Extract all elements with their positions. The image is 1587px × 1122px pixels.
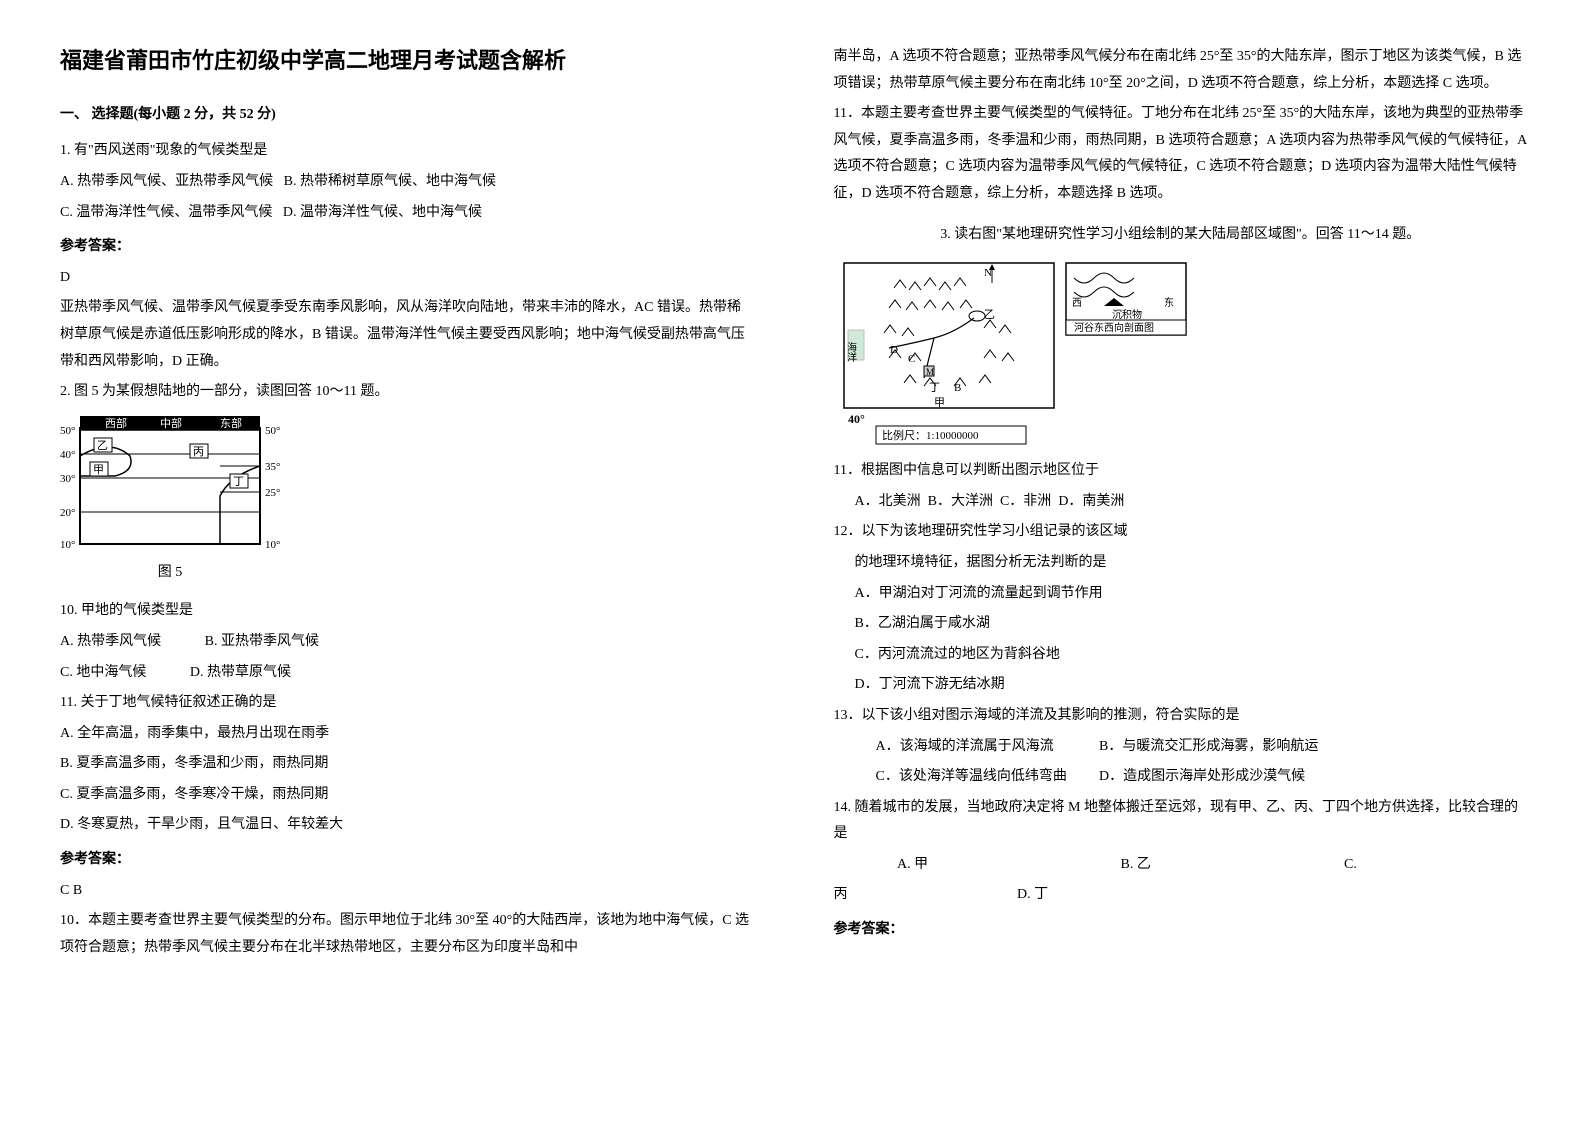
q3-14-c2: 丙 <box>834 882 1014 909</box>
map-yi: 乙 <box>984 308 995 321</box>
q3-11-stem: 11．根据图中信息可以判断出图示地区位于 <box>834 458 1528 485</box>
fig5-lat40-l: 40° <box>60 449 75 461</box>
q1-stem: 1. 有"西风送雨"现象的气候类型是 <box>60 138 754 165</box>
q3-answer-label: 参考答案： <box>834 917 1528 944</box>
q3-13-b: B．与暖流交汇形成海雾，影响航运 <box>1078 734 1318 761</box>
q2-exp10: 10．本题主要考查世界主要气候类型的分布。图示甲地位于北纬 30°至 40°的大… <box>60 908 754 961</box>
fig5-east: 东部 <box>220 416 242 430</box>
q3-stem: 3. 读右图"某地理研究性学习小组绘制的某大陆局部区域图"。回答 11～14 题… <box>834 222 1528 249</box>
q3-11-a: A．北美洲 <box>855 494 921 509</box>
q3-13-ab: A．该海域的洋流属于风海流 B．与暖流交汇形成海雾，影响航运 <box>834 734 1528 761</box>
map-m: M <box>926 367 934 377</box>
map-d: D <box>890 344 898 356</box>
legend-east: 东 <box>1164 296 1174 309</box>
q10-opt-d: D. 热带草原气候 <box>190 660 291 687</box>
q3-11-d: D．南美洲 <box>1058 494 1124 509</box>
q3-13-d: D．造成图示海岸处形成沙漠气候 <box>1078 764 1305 791</box>
map-jia: 甲 <box>934 397 945 409</box>
q3-11-opts: A．北美洲 B．大洋洲 C．非洲 D．南美洲 <box>834 489 1528 516</box>
q10-opts-ab: A. 热带季风气候 B. 亚热带季风气候 <box>60 629 754 656</box>
fig5-lat50-l: 50° <box>60 425 75 437</box>
q1-opt-b: B. 热带稀树草原气候、地中海气候 <box>284 174 496 189</box>
q3-14-d: D. 丁 <box>1017 887 1048 902</box>
q1-answer: D <box>60 265 754 292</box>
q3-11-c: C．非洲 <box>1000 494 1051 509</box>
q1-line-cd: C. 温带海洋性气候、温带季风气候 D. 温带海洋性气候、地中海气候 <box>60 200 754 227</box>
q11-opt-b: B. 夏季高温多雨，冬季温和少雨，雨热同期 <box>60 751 754 778</box>
fig5-lat50-r: 50° <box>265 425 280 437</box>
q11-opt-c: C. 夏季高温多雨，冬季寒冷干燥，雨热同期 <box>60 782 754 809</box>
q3-12-stem2: 的地理环境特征，据图分析无法判断的是 <box>834 550 1528 577</box>
legend-title: 河谷东西向剖面图 <box>1074 321 1154 334</box>
q3-11-b: B．大洋洲 <box>928 494 993 509</box>
q3-12-b: B．乙湖泊属于咸水湖 <box>834 611 1528 638</box>
legend-west: 西 <box>1072 298 1082 309</box>
fig5-lat25-r: 25° <box>265 487 280 499</box>
fig5-ding: 丁 <box>233 476 244 488</box>
section-1-heading: 一、 选择题(每小题 2 分，共 52 分) <box>60 102 754 129</box>
q10-opts-cd: C. 地中海气候 D. 热带草原气候 <box>60 660 754 687</box>
right-column: 南半岛，A 选项不符合题意；亚热带季风气候分布在南北纬 25°至 35°的大陆东… <box>834 40 1528 965</box>
fig5-jia: 甲 <box>93 464 104 476</box>
fig5-lat10-l: 10° <box>60 539 75 551</box>
q10-opt-c: C. 地中海气候 <box>60 660 146 687</box>
q1-line-ab: A. 热带季风气候、亚热带季风气候 B. 热带稀树草原气候、地中海气候 <box>60 169 754 196</box>
fig5-lat30-l: 30° <box>60 473 75 485</box>
q3-14-opts-line2: 丙 D. 丁 <box>834 882 1528 909</box>
fig5-bing: 丙 <box>193 446 204 458</box>
fig5-lat10-r: 10° <box>265 539 280 551</box>
map-c: C <box>908 353 915 365</box>
q1-opt-d: D. 温带海洋性气候、地中海气候 <box>283 205 482 220</box>
fig5-mid: 中部 <box>160 416 182 430</box>
q3-14-stem: 14. 随着城市的发展，当地政府决定将 M 地整体搬迁至远郊，现有甲、乙、丙、丁… <box>834 795 1528 848</box>
q11-stem: 11. 关于丁地气候特征叙述正确的是 <box>60 690 754 717</box>
q3-14-c: C. <box>1344 857 1357 872</box>
q10-stem: 10. 甲地的气候类型是 <box>60 598 754 625</box>
q3-12-a: A．甲湖泊对丁河流的流量起到调节作用 <box>834 581 1528 608</box>
q3-13-stem: 13．以下该小组对图示海域的洋流及其影响的推测，符合实际的是 <box>834 703 1528 730</box>
map-b: B <box>954 382 961 394</box>
map-lat40: 40° <box>848 412 865 426</box>
legend-sediment: 沉积物 <box>1112 308 1142 321</box>
q2-exp10-cont: 南半岛，A 选项不符合题意；亚热带季风气候分布在南北纬 25°至 35°的大陆东… <box>834 44 1528 97</box>
q10-opt-b: B. 亚热带季风气候 <box>205 629 319 656</box>
q3-12-c: C．丙河流流过的地区为背斜谷地 <box>834 642 1528 669</box>
fig5-lat35-r: 35° <box>265 461 280 473</box>
q11-opt-d: D. 冬寒夏热，干旱少雨，且气温日、年较差大 <box>60 812 754 839</box>
q3-14-opts-line1: A. 甲 B. 乙 C. <box>834 852 1528 879</box>
q2-exp11: 11．本题主要考查世界主要气候类型的气候特征。丁地分布在北纬 25°至 35°的… <box>834 101 1528 207</box>
q10-opt-a: A. 热带季风气候 <box>60 629 161 656</box>
q2-answer: C B <box>60 878 754 905</box>
q1-explanation: 亚热带季风气候、温带季风气候夏季受东南季风影响，风从海洋吹向陆地，带来丰沛的降水… <box>60 295 754 375</box>
map-sea-label: 海洋 <box>844 341 856 363</box>
q2-stem: 2. 图 5 为某假想陆地的一部分，读图回答 10～11 题。 <box>60 379 754 406</box>
figure-5-caption: 图 5 <box>60 560 280 587</box>
q2-answer-label: 参考答案： <box>60 847 754 874</box>
q3-12-d: D．丁河流下游无结冰期 <box>834 672 1528 699</box>
figure-5: 西 西部 中部 东部 50° 40° 30° 20° 10° 50° 35° 2… <box>60 416 754 556</box>
fig5-lat20-l: 20° <box>60 507 75 519</box>
map-scale: 比例尺：1:10000000 <box>882 428 979 442</box>
fig5-yi: 乙 <box>97 439 108 452</box>
q1-opt-a: A. 热带季风气候、亚热带季风气候 <box>60 174 273 189</box>
q11-opt-a: A. 全年高温，雨季集中，最热月出现在雨季 <box>60 721 754 748</box>
doc-title: 福建省莆田市竹庄初级中学高二地理月考试题含解析 <box>60 40 754 82</box>
q1-opt-c: C. 温带海洋性气候、温带季风气候 <box>60 205 272 220</box>
q3-14-a: A. 甲 <box>897 852 1117 879</box>
q3-13-a: A．该海域的洋流属于风海流 <box>855 734 1075 761</box>
figure-region-map: N 海洋 乙 D <box>834 258 1528 448</box>
fig5-west: 西部 <box>105 416 127 430</box>
q3-13-cd: C．该处海洋等温线向低纬弯曲 D．造成图示海岸处形成沙漠气候 <box>834 764 1528 791</box>
q3-13-c: C．该处海洋等温线向低纬弯曲 <box>855 764 1075 791</box>
q3-12-stem1: 12．以下为该地理研究性学习小组记录的该区域 <box>834 519 1528 546</box>
q3-14-b: B. 乙 <box>1121 852 1341 879</box>
q1-answer-label: 参考答案： <box>60 234 754 261</box>
left-column: 福建省莆田市竹庄初级中学高二地理月考试题含解析 一、 选择题(每小题 2 分，共… <box>60 40 754 965</box>
map-ding: 丁 <box>929 382 940 394</box>
